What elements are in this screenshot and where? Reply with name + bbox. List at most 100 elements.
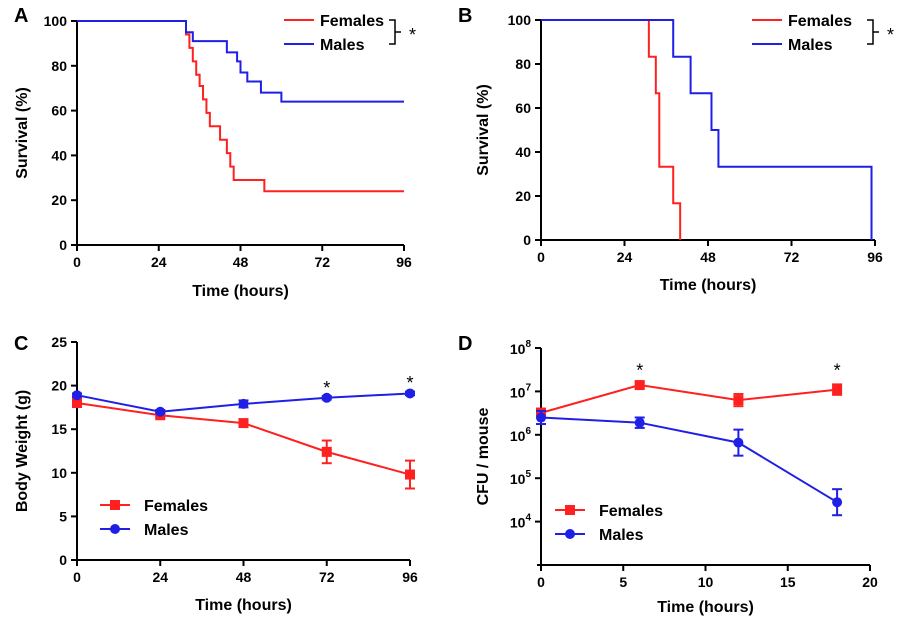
y-tick-label: 60 [51, 103, 67, 119]
x-tick-label: 48 [233, 254, 249, 270]
x-tick-label: 24 [152, 569, 168, 585]
legend: Females Males [555, 503, 663, 544]
y-axis-label: Survival (%) [475, 84, 492, 176]
legend-marker [110, 500, 120, 510]
series-females-point [733, 395, 744, 406]
series-males-point [72, 390, 82, 401]
x-tick-label: 48 [236, 569, 252, 585]
x-tick-label: 15 [780, 574, 796, 590]
y-axis-label: CFU / mouse [475, 408, 492, 506]
y-tick-label: 25 [51, 334, 67, 350]
significance-star: * [409, 25, 416, 45]
significance-star: * [323, 378, 330, 398]
legend: Females Males [284, 13, 384, 54]
axes [540, 348, 870, 566]
axes [76, 342, 410, 561]
x-tick-label: 96 [867, 249, 883, 265]
y-tick-label: 104 [510, 513, 532, 531]
legend: Females Males [100, 498, 208, 539]
series-males-point [405, 388, 415, 399]
y-axis-label: Survival (%) [14, 87, 31, 179]
legend-label-females: Females [320, 13, 384, 30]
legend-label-males: Males [599, 527, 644, 544]
series-females-point [634, 380, 645, 391]
y-tick-label: 0 [59, 237, 67, 253]
significance-bracket [389, 19, 396, 45]
series-males-point [832, 497, 843, 508]
x-tick-label: 24 [151, 254, 167, 270]
legend-marker [565, 529, 575, 539]
x-tick-label: 0 [73, 569, 81, 585]
y-tick-label: 40 [515, 144, 531, 160]
series-females-line [540, 384, 838, 414]
y-tick-label: 60 [515, 100, 531, 116]
series-males-point [733, 437, 744, 448]
panel-b: B 0 24 48 72 96 0 20 40 60 80 100 Time (hours) Surviv… [458, 5, 894, 294]
y-tick-label: 107 [510, 382, 532, 400]
legend-label-females: Females [599, 503, 663, 520]
x-tick-label: 20 [862, 574, 878, 590]
significance-star: * [887, 25, 894, 45]
x-tick-label: 0 [73, 254, 81, 270]
legend: Females Males [752, 13, 852, 54]
x-axis-label: Time (hours) [192, 283, 289, 300]
significance-star: * [834, 361, 841, 381]
series-males-point [155, 406, 166, 417]
x-tick-label: 48 [700, 249, 716, 265]
panel-d: D 0 5 10 15 20 104 105 106 107 108 Time (hours) CFU … [458, 333, 878, 616]
y-tick-label: 105 [510, 469, 532, 487]
x-tick-label: 96 [396, 254, 412, 270]
y-tick-label: 106 [510, 426, 532, 444]
y-tick-label: 100 [44, 13, 68, 29]
series-females-point [405, 469, 415, 480]
x-tick-label: 72 [314, 254, 330, 270]
series-males-line [540, 416, 838, 504]
y-tick-label: 20 [515, 188, 531, 204]
panel-letter: A [14, 5, 28, 27]
significance-bracket [867, 19, 874, 45]
series-females-point [321, 446, 332, 457]
series-females-line [77, 20, 404, 193]
y-tick-label: 20 [51, 378, 67, 394]
x-tick-label: 72 [784, 249, 800, 265]
x-tick-label: 0 [537, 249, 545, 265]
legend-label-males: Males [788, 37, 833, 54]
panel-c: C 0 24 48 72 96 0 5 10 15 20 25 Time (hours) Body Wei… [14, 333, 418, 614]
y-tick-label: 108 [510, 339, 532, 357]
legend-label-females: Females [788, 13, 852, 30]
panel-letter: C [14, 333, 28, 355]
series-females-point [238, 418, 249, 429]
axes [76, 21, 404, 246]
y-tick-label: 0 [523, 232, 531, 248]
series-males-line [541, 19, 873, 240]
series-males-line [77, 20, 404, 103]
y-tick-label: 80 [515, 56, 531, 72]
legend-marker [110, 524, 120, 534]
x-tick-label: 24 [617, 249, 633, 265]
y-axis-label: Body Weight (g) [14, 390, 31, 512]
panel-letter: D [458, 333, 472, 355]
series-males-point [634, 417, 645, 428]
series-females-point [72, 398, 82, 409]
series-females-line [541, 19, 682, 240]
significance-star: * [636, 361, 643, 381]
panel-a: A 0 24 48 72 96 0 20 40 60 80 100 Time (hours) Surviv… [14, 5, 416, 300]
x-tick-label: 5 [619, 574, 627, 590]
y-tick-label: 100 [508, 12, 532, 28]
x-axis-label: Time (hours) [195, 597, 292, 614]
panel-letter: B [458, 5, 472, 27]
significance-star: * [406, 373, 413, 393]
legend-label-females: Females [144, 498, 208, 515]
x-axis-label: Time (hours) [657, 599, 754, 616]
y-tick-label: 0 [59, 552, 67, 568]
y-tick-label: 20 [51, 192, 67, 208]
legend-marker [565, 505, 575, 515]
y-tick-label: 40 [51, 147, 67, 163]
y-tick-label: 15 [51, 421, 67, 437]
x-tick-label: 0 [537, 574, 545, 590]
series-females-line [76, 402, 411, 476]
series-males-point [238, 398, 249, 409]
legend-label-males: Males [320, 37, 365, 54]
x-tick-label: 72 [319, 569, 335, 585]
